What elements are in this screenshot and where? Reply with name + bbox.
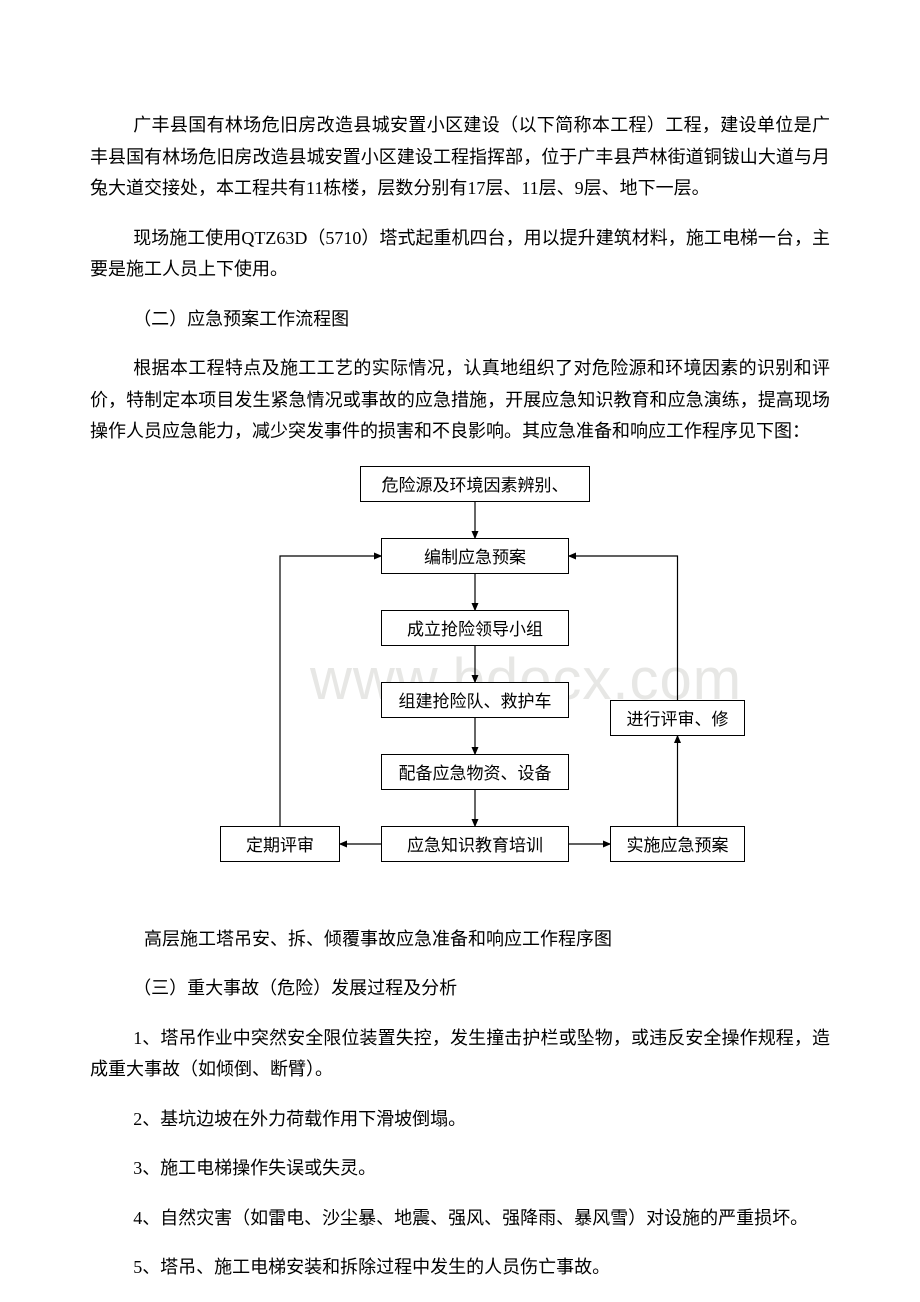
flowchart-node: 组建抢险队、救护车: [381, 682, 569, 718]
flowchart-node: 定期评审: [220, 826, 340, 862]
paragraph-project-desc: 广丰县国有林场危旧房改造县城安置小区建设（以下简称本工程）工程，建设单位是广丰县…: [90, 110, 830, 205]
paragraph-equipment: 现场施工使用QTZ63D（5710）塔式起重机四台，用以提升建筑材料，施工电梯一…: [90, 223, 830, 286]
flowchart-caption: 高层施工塔吊安、拆、倾覆事故应急准备和响应工作程序图: [90, 924, 830, 956]
heading-section-2: （二）应急预案工作流程图: [90, 304, 830, 336]
flowchart-node: 实施应急预案: [610, 826, 745, 862]
paragraph-flow-intro: 根据本工程特点及施工工艺的实际情况，认真地组织了对危险源和环境因素的识别和评价，…: [90, 353, 830, 448]
heading-section-3: （三）重大事故（危险）发展过程及分析: [90, 973, 830, 1005]
flowchart-node: 应急知识教育培训: [381, 826, 569, 862]
flowchart-node: 危险源及环境因素辨别、: [360, 466, 590, 502]
list-item-2: 2、基坑边坡在外力荷载作用下滑坡倒塌。: [90, 1104, 830, 1136]
flowchart-node: 编制应急预案: [381, 538, 569, 574]
flowchart: www.bdocx.com 危险源及环境因素辨别、编制应急预案成立抢险领导小组组…: [160, 466, 760, 896]
flowchart-node: 成立抢险领导小组: [381, 610, 569, 646]
list-item-5: 5、塔吊、施工电梯安装和拆除过程中发生的人员伤亡事故。: [90, 1252, 830, 1284]
flowchart-node: 进行评审、修: [610, 700, 745, 736]
flowchart-node: 配备应急物资、设备: [381, 754, 569, 790]
list-item-1: 1、塔吊作业中突然安全限位装置失控，发生撞击护栏或坠物，或违反安全操作规程，造成…: [90, 1023, 830, 1086]
list-item-4: 4、自然灾害（如雷电、沙尘暴、地震、强风、强降雨、暴风雪）对设施的严重损坏。: [90, 1203, 830, 1235]
list-item-3: 3、施工电梯操作失误或失灵。: [90, 1153, 830, 1185]
